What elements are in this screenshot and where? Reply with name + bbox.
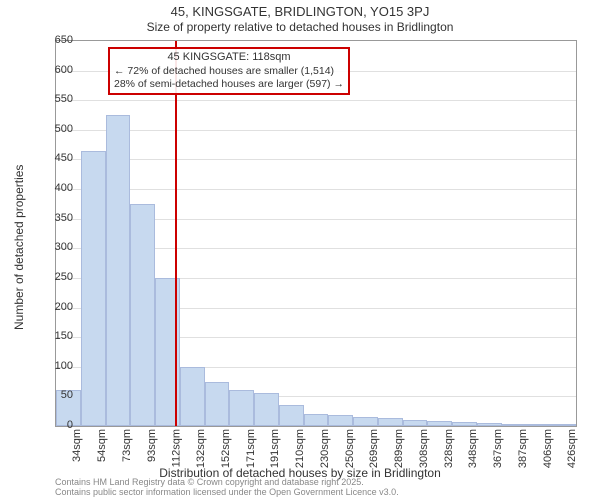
footer-text: Contains HM Land Registry data © Crown c… bbox=[55, 478, 399, 498]
xtick-label: 210sqm bbox=[294, 429, 306, 468]
histogram-bar bbox=[526, 424, 551, 426]
histogram-bar bbox=[551, 424, 576, 426]
ytick-label: 450 bbox=[43, 152, 73, 164]
xtick-label: 269sqm bbox=[369, 429, 381, 468]
ytick-label: 250 bbox=[43, 271, 73, 283]
xtick-label: 426sqm bbox=[567, 429, 579, 468]
xtick-label: 367sqm bbox=[492, 429, 504, 468]
ytick-label: 550 bbox=[43, 93, 73, 105]
histogram-bar bbox=[452, 422, 477, 426]
histogram-bar bbox=[229, 390, 254, 426]
xtick-label: 171sqm bbox=[245, 429, 257, 468]
histogram-bar bbox=[427, 421, 452, 426]
footer-line1: Contains HM Land Registry data © Crown c… bbox=[55, 477, 364, 487]
ytick-label: 500 bbox=[43, 123, 73, 135]
gridline bbox=[56, 159, 576, 160]
histogram-bar bbox=[353, 417, 378, 426]
xtick-label: 250sqm bbox=[344, 429, 356, 468]
xtick-label: 132sqm bbox=[195, 429, 207, 468]
chart-container: 45, KINGSGATE, BRIDLINGTON, YO15 3PJ Siz… bbox=[0, 0, 600, 500]
ytick-label: 600 bbox=[43, 64, 73, 76]
gridline bbox=[56, 100, 576, 101]
gridline bbox=[56, 189, 576, 190]
footer-line2: Contains public sector information licen… bbox=[55, 487, 399, 497]
histogram-bar bbox=[304, 414, 329, 426]
chart-title-sub: Size of property relative to detached ho… bbox=[0, 20, 600, 34]
ytick-label: 650 bbox=[43, 34, 73, 46]
xtick-label: 73sqm bbox=[121, 429, 133, 462]
annotation-line1: ← 72% of detached houses are smaller (1,… bbox=[114, 65, 334, 77]
ytick-label: 300 bbox=[43, 241, 73, 253]
xtick-label: 93sqm bbox=[146, 429, 158, 462]
xtick-label: 34sqm bbox=[71, 429, 83, 462]
xtick-label: 348sqm bbox=[468, 429, 480, 468]
histogram-bar bbox=[279, 405, 304, 426]
xtick-label: 230sqm bbox=[319, 429, 331, 468]
marker-line bbox=[175, 41, 177, 426]
ytick-label: 0 bbox=[43, 419, 73, 431]
xtick-label: 289sqm bbox=[393, 429, 405, 468]
ytick-label: 200 bbox=[43, 301, 73, 313]
xtick-label: 54sqm bbox=[96, 429, 108, 462]
histogram-bar bbox=[130, 204, 155, 426]
histogram-bar bbox=[378, 418, 403, 426]
histogram-bar bbox=[81, 151, 106, 426]
xtick-label: 387sqm bbox=[517, 429, 529, 468]
histogram-bar bbox=[328, 415, 353, 426]
histogram-bar bbox=[477, 423, 502, 426]
xtick-label: 328sqm bbox=[443, 429, 455, 468]
xtick-label: 406sqm bbox=[542, 429, 554, 468]
histogram-bar bbox=[180, 367, 205, 426]
ytick-label: 350 bbox=[43, 212, 73, 224]
xtick-label: 308sqm bbox=[418, 429, 430, 468]
histogram-bar bbox=[254, 393, 279, 426]
annotation-box: 45 KINGSGATE: 118sqm ← 72% of detached h… bbox=[108, 47, 350, 95]
gridline bbox=[56, 130, 576, 131]
ytick-label: 150 bbox=[43, 330, 73, 342]
chart-title-main: 45, KINGSGATE, BRIDLINGTON, YO15 3PJ bbox=[0, 4, 600, 19]
histogram-bar bbox=[502, 424, 527, 426]
histogram-bar bbox=[205, 382, 230, 426]
ytick-label: 50 bbox=[43, 389, 73, 401]
y-axis-label: Number of detached properties bbox=[12, 165, 26, 330]
annotation-title: 45 KINGSGATE: 118sqm bbox=[114, 51, 344, 65]
xtick-label: 152sqm bbox=[220, 429, 232, 468]
plot-area: 45 KINGSGATE: 118sqm ← 72% of detached h… bbox=[55, 40, 577, 427]
histogram-bar bbox=[403, 420, 428, 426]
xtick-label: 112sqm bbox=[170, 429, 182, 467]
histogram-bar bbox=[106, 115, 131, 426]
ytick-label: 400 bbox=[43, 182, 73, 194]
xtick-label: 191sqm bbox=[269, 429, 281, 468]
ytick-label: 100 bbox=[43, 360, 73, 372]
annotation-line2: 28% of semi-detached houses are larger (… bbox=[114, 78, 344, 90]
